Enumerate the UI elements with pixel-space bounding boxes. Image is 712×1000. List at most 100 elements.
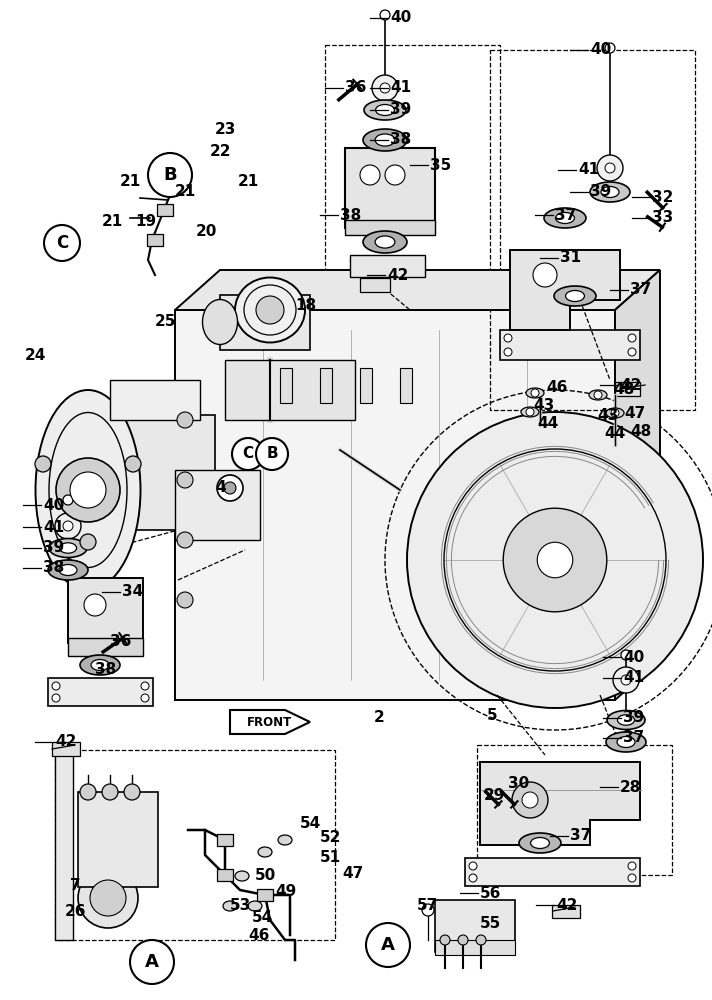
Circle shape — [360, 165, 380, 185]
Ellipse shape — [363, 129, 407, 151]
Bar — [217, 869, 233, 881]
Text: FRONT: FRONT — [247, 716, 293, 728]
Bar — [465, 858, 640, 886]
Text: 57: 57 — [417, 898, 439, 912]
Text: 22: 22 — [210, 144, 231, 159]
Text: 20: 20 — [196, 225, 217, 239]
Text: 30: 30 — [508, 776, 529, 790]
Ellipse shape — [235, 871, 249, 881]
Bar — [615, 382, 640, 396]
Text: 7: 7 — [70, 878, 80, 892]
Text: 49: 49 — [275, 884, 296, 900]
Circle shape — [125, 456, 141, 472]
Bar — [110, 380, 200, 420]
Circle shape — [70, 472, 106, 508]
Bar — [147, 234, 163, 246]
Text: 18: 18 — [295, 298, 316, 312]
Circle shape — [621, 650, 631, 660]
Circle shape — [256, 296, 284, 324]
Circle shape — [130, 940, 174, 984]
Circle shape — [605, 43, 615, 53]
Text: 55: 55 — [480, 916, 501, 930]
Bar — [167, 179, 183, 191]
Text: 35: 35 — [430, 157, 451, 172]
Circle shape — [232, 438, 264, 470]
Bar — [55, 750, 335, 940]
Text: 21: 21 — [238, 174, 259, 190]
Text: 39: 39 — [390, 103, 412, 117]
Text: A: A — [381, 936, 395, 954]
Text: 36: 36 — [110, 635, 132, 650]
Circle shape — [628, 862, 636, 870]
Ellipse shape — [375, 236, 395, 248]
Text: 42: 42 — [620, 377, 642, 392]
Ellipse shape — [519, 833, 561, 853]
Circle shape — [621, 675, 631, 685]
Circle shape — [80, 784, 96, 800]
Ellipse shape — [258, 847, 272, 857]
Ellipse shape — [544, 208, 586, 228]
Circle shape — [512, 782, 548, 818]
Ellipse shape — [48, 560, 88, 580]
Bar — [55, 752, 73, 940]
Circle shape — [385, 165, 405, 185]
Bar — [345, 220, 435, 235]
Circle shape — [224, 482, 236, 494]
Circle shape — [522, 792, 538, 808]
Text: 34: 34 — [122, 584, 143, 599]
Polygon shape — [175, 270, 660, 310]
Text: 50: 50 — [255, 867, 276, 882]
Text: 47: 47 — [624, 406, 645, 420]
Ellipse shape — [223, 901, 237, 911]
Bar — [435, 900, 515, 952]
Circle shape — [440, 935, 450, 945]
Ellipse shape — [606, 732, 646, 752]
Ellipse shape — [248, 901, 262, 911]
Circle shape — [422, 904, 434, 916]
Text: 37: 37 — [630, 282, 651, 298]
Ellipse shape — [526, 388, 544, 398]
Circle shape — [55, 513, 81, 539]
Ellipse shape — [363, 231, 407, 253]
Circle shape — [628, 348, 636, 356]
Text: 41: 41 — [623, 670, 644, 686]
Bar — [500, 330, 640, 360]
Text: 44: 44 — [604, 426, 625, 440]
Text: 39: 39 — [623, 710, 644, 726]
Circle shape — [35, 456, 51, 472]
Circle shape — [177, 592, 193, 608]
Circle shape — [503, 508, 607, 612]
Ellipse shape — [617, 715, 634, 725]
Text: 38: 38 — [43, 560, 64, 576]
Circle shape — [141, 682, 149, 690]
Ellipse shape — [364, 100, 406, 120]
Bar — [175, 470, 260, 540]
Text: 19: 19 — [135, 215, 156, 230]
Circle shape — [63, 495, 73, 505]
Circle shape — [469, 874, 477, 882]
Ellipse shape — [59, 564, 77, 576]
Text: 52: 52 — [320, 830, 341, 846]
Bar — [490, 50, 695, 410]
Circle shape — [605, 163, 615, 173]
Bar — [157, 204, 173, 216]
Ellipse shape — [278, 835, 292, 845]
Bar — [257, 889, 273, 901]
Ellipse shape — [555, 213, 575, 224]
Bar — [280, 368, 292, 403]
Text: 39: 39 — [590, 184, 611, 200]
Text: 47: 47 — [342, 866, 363, 882]
Ellipse shape — [202, 300, 238, 344]
Text: 31: 31 — [560, 250, 581, 265]
Bar — [68, 638, 143, 656]
Bar — [225, 360, 355, 420]
Circle shape — [177, 412, 193, 428]
Circle shape — [52, 682, 60, 690]
Circle shape — [78, 868, 138, 928]
Text: 33: 33 — [652, 211, 674, 226]
Ellipse shape — [530, 838, 550, 848]
Ellipse shape — [80, 655, 120, 675]
Circle shape — [504, 334, 512, 342]
Text: 56: 56 — [480, 886, 501, 900]
Circle shape — [366, 923, 410, 967]
